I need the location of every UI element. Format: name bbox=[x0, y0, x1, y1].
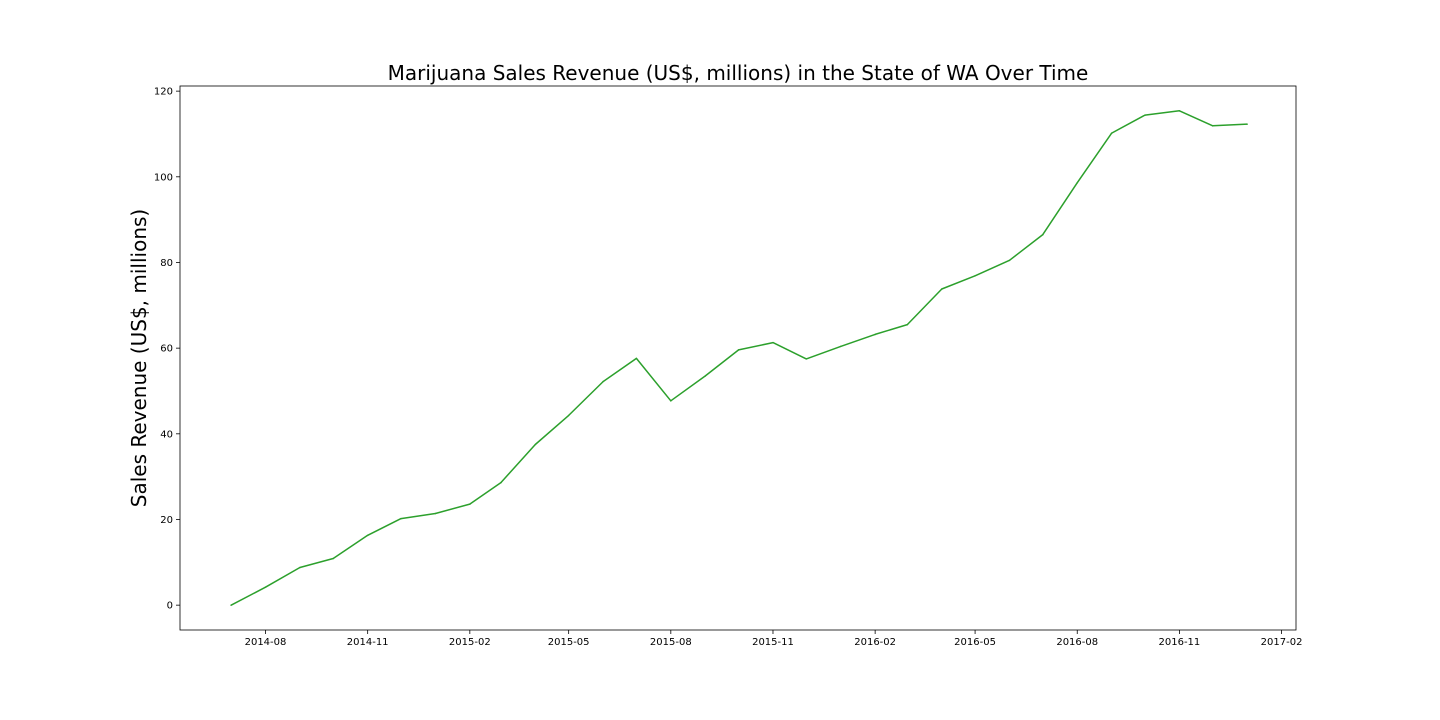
data-point bbox=[230, 604, 232, 606]
y-tick-label: 120 bbox=[154, 87, 173, 98]
data-point bbox=[874, 333, 876, 336]
data-point bbox=[1144, 114, 1146, 116]
data-point bbox=[772, 341, 774, 344]
data-point bbox=[1076, 182, 1078, 184]
x-tick-label: 2015-05 bbox=[548, 637, 590, 648]
data-point bbox=[1042, 233, 1044, 236]
x-tick-label: 2014-08 bbox=[245, 637, 287, 648]
data-point bbox=[332, 557, 334, 560]
x-tick-label: 2015-02 bbox=[449, 637, 491, 648]
y-axis-label: Sales Revenue (US$, millions) bbox=[127, 209, 151, 507]
y-tick-label: 20 bbox=[160, 515, 173, 526]
x-tick-label: 2017-02 bbox=[1261, 637, 1303, 648]
series-line bbox=[230, 110, 1248, 606]
data-point bbox=[1246, 123, 1248, 125]
data-point bbox=[805, 358, 808, 360]
x-tick-label: 2015-08 bbox=[650, 637, 692, 648]
x-tick-label: 2014-11 bbox=[347, 637, 389, 648]
data-point bbox=[704, 375, 706, 377]
data-point bbox=[534, 443, 537, 446]
x-tick-label: 2015-11 bbox=[752, 637, 794, 648]
data-point bbox=[567, 414, 570, 417]
plot-area: 0 20 40 60 80 100 120 2014-08 2014-11 2015-02 2015… bbox=[154, 87, 1303, 648]
x-tick-label: 2016-11 bbox=[1159, 637, 1201, 648]
data-point bbox=[906, 323, 909, 326]
data-point bbox=[366, 534, 369, 537]
data-point bbox=[670, 400, 672, 402]
data-point bbox=[1110, 132, 1113, 134]
y-tick-label: 80 bbox=[160, 258, 173, 269]
data-point bbox=[469, 503, 471, 505]
y-tick-label: 60 bbox=[160, 344, 173, 355]
y-tick-label: 40 bbox=[160, 429, 173, 440]
data-point bbox=[1008, 259, 1011, 262]
data-point bbox=[974, 275, 976, 277]
x-tick-label: 2016-02 bbox=[854, 637, 896, 648]
data-point bbox=[1211, 125, 1214, 127]
x-tick-label: 2016-08 bbox=[1056, 637, 1098, 648]
data-point bbox=[434, 512, 437, 515]
data-point bbox=[500, 481, 502, 484]
data-point bbox=[400, 517, 402, 520]
data-point bbox=[635, 357, 638, 360]
data-point bbox=[602, 380, 604, 383]
y-tick-label: 0 bbox=[167, 601, 173, 612]
x-tick-label: 2016-05 bbox=[954, 637, 996, 648]
data-point bbox=[737, 349, 740, 351]
data-point bbox=[299, 566, 301, 569]
data-point bbox=[941, 288, 943, 290]
y-tick-label: 100 bbox=[154, 172, 173, 183]
plot-frame bbox=[179, 85, 1297, 631]
data-point bbox=[1178, 110, 1181, 112]
data-point bbox=[839, 345, 842, 348]
data-point bbox=[264, 586, 267, 588]
chart-title: Marijuana Sales Revenue (US$, millions) … bbox=[388, 61, 1089, 85]
